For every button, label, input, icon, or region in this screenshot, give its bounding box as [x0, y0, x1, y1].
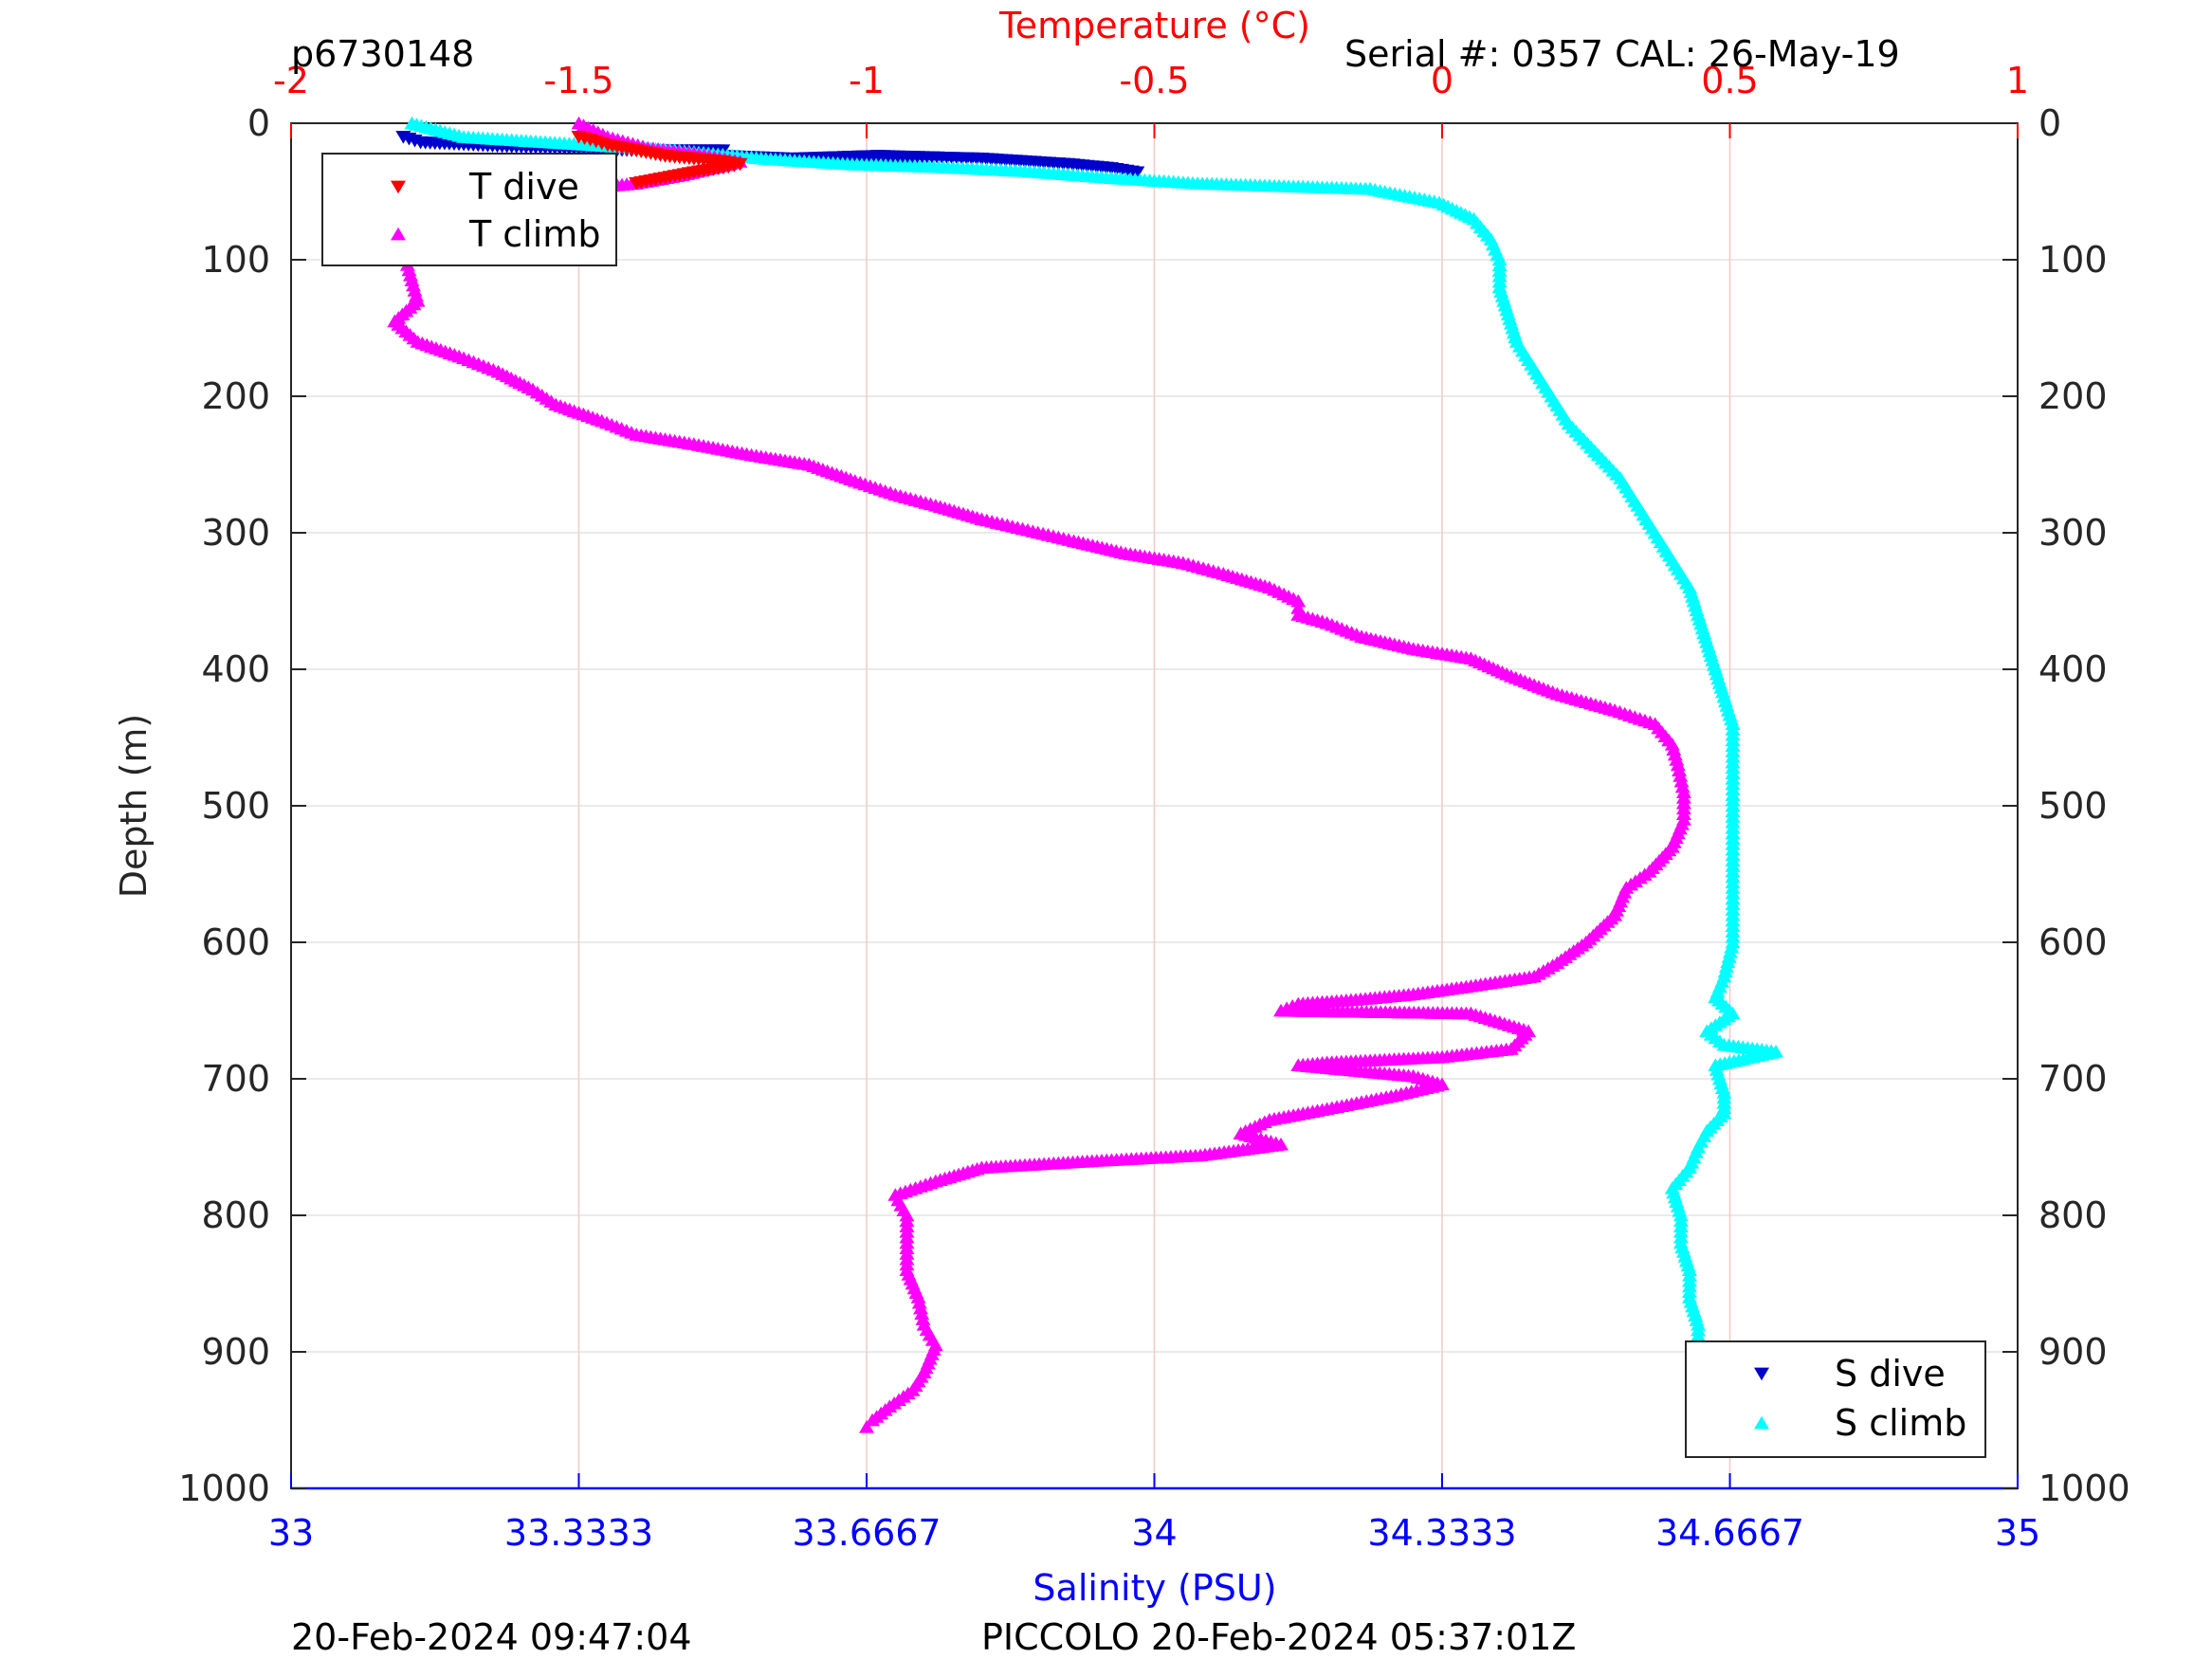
depth-tick-label-right: 200 [2038, 375, 2108, 417]
temperature-tick-label: 1 [2006, 60, 2029, 101]
depth-tick-label-left: 200 [201, 375, 270, 417]
salinity-tick-label: 34 [1131, 1512, 1177, 1554]
data-point [910, 1290, 926, 1304]
data-point [913, 1301, 929, 1315]
salinity-tick-label: 33.6667 [792, 1512, 941, 1554]
temperature-tick-label: 0 [1431, 60, 1453, 101]
profile-id-label: p6730148 [291, 33, 474, 75]
temperature-legend: T dive T climb [321, 153, 617, 266]
depth-tick-label-left: 500 [201, 785, 270, 827]
data-point [914, 1306, 930, 1321]
axis-ticks: 0 0 100 100 200 200 300 300 400 400 500 500 600 600 70… [178, 60, 2130, 1554]
salinity-tick-label: 35 [1995, 1512, 2040, 1554]
legend-label-s-dive: S dive [1835, 1353, 1946, 1395]
salinity-legend: S dive S climb [1685, 1340, 1986, 1458]
legend-marker-t-climb [391, 227, 406, 241]
legend-label-t-climb: T climb [468, 213, 600, 255]
grid [291, 123, 2018, 1488]
data-point [1673, 769, 1689, 782]
depth-tick-label-left: 700 [201, 1058, 270, 1100]
salinity-tick-label: 34.6667 [1655, 1512, 1804, 1554]
data-point [865, 1413, 881, 1427]
legend-marker-s-climb [1754, 1415, 1769, 1430]
temperature-axis-title: Temperature (°C) [998, 5, 1310, 46]
legend-label-t-dive: T dive [468, 166, 579, 208]
data-point [1290, 601, 1307, 614]
legend-marker-t-dive [391, 180, 406, 194]
salinity-legend-box [1685, 1340, 1986, 1458]
data-point [1129, 166, 1145, 180]
depth-tick-label-left: 600 [201, 921, 270, 963]
depth-tick-label-right: 1000 [2038, 1468, 2130, 1509]
series-t-dive [571, 131, 748, 191]
temperature-tick-label: -1.5 [543, 60, 613, 101]
data-point [629, 176, 645, 191]
depth-tick-label-left: 400 [201, 648, 270, 690]
data-point [915, 1312, 931, 1325]
data-point [1673, 774, 1690, 788]
depth-tick-label-right: 500 [2038, 785, 2108, 827]
temperature-tick-label: -2 [273, 60, 309, 101]
depth-tick-label-right: 800 [2038, 1194, 2108, 1236]
depth-tick-label-left: 1000 [178, 1468, 270, 1509]
depth-tick-label-right: 900 [2038, 1331, 2108, 1373]
salinity-tick-label: 33.3333 [504, 1512, 653, 1554]
depth-tick-label-right: 100 [2038, 239, 2108, 281]
depth-tick-label-right: 300 [2038, 512, 2108, 554]
salinity-tick-label: 33 [268, 1512, 314, 1554]
depth-tick-label-left: 900 [201, 1331, 270, 1373]
data-point [1290, 593, 1307, 608]
temperature-legend-box [321, 153, 617, 266]
salinity-tick-label: 34.3333 [1367, 1512, 1516, 1554]
depth-axis-title: Depth (m) [113, 714, 155, 899]
depth-tick-label-right: 400 [2038, 648, 2108, 690]
legend-marker-s-dive [1754, 1367, 1769, 1381]
data-point [1672, 763, 1688, 776]
serial-cal-label: Serial #: 0357 CAL: 26-May-19 [1344, 33, 1900, 75]
depth-tick-label-left: 800 [201, 1194, 270, 1236]
depth-tick-label-left: 0 [247, 102, 270, 144]
depth-tick-label-right: 600 [2038, 921, 2108, 963]
legend-label-s-climb: S climb [1835, 1402, 1966, 1444]
depth-tick-label-left: 300 [201, 512, 270, 554]
data-series [387, 116, 1784, 1433]
series-s-climb [404, 116, 1784, 1433]
series-t-climb [387, 116, 1691, 1433]
footer-timestamp: 20-Feb-2024 09:47:04 [291, 1616, 692, 1658]
depth-tick-label-left: 100 [201, 239, 270, 281]
data-point [1674, 779, 1691, 793]
footer-mission-label: PICCOLO 20-Feb-2024 05:37:01Z [981, 1616, 1576, 1658]
depth-tick-label-right: 700 [2038, 1058, 2108, 1100]
salinity-axis-title: Salinity (PSU) [1033, 1567, 1276, 1609]
depth-tick-label-right: 0 [2038, 102, 2061, 144]
data-point [859, 1420, 874, 1433]
temperature-tick-label: 0.5 [1701, 60, 1758, 101]
temperature-tick-label: -1 [849, 60, 885, 101]
temperature-tick-label: -0.5 [1119, 60, 1189, 101]
data-point [1670, 757, 1686, 772]
data-point [911, 1295, 927, 1309]
